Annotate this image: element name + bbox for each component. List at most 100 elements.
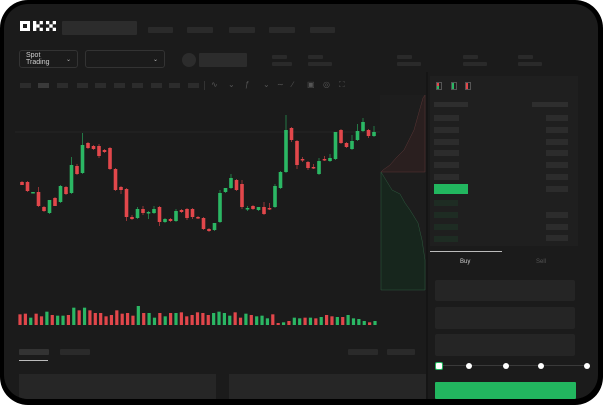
chevron-down-icon[interactable]: ⌄ (263, 80, 270, 89)
candle (284, 115, 288, 173)
nav-item[interactable] (229, 27, 255, 33)
interval-button[interactable] (188, 83, 199, 88)
tab-open-orders[interactable] (19, 349, 49, 355)
interval-button-active[interactable] (38, 83, 49, 88)
candle (251, 205, 255, 210)
slider-track[interactable] (440, 365, 590, 366)
bid-amount (546, 224, 568, 230)
nav-item[interactable] (310, 27, 335, 33)
slider-step-25[interactable] (466, 363, 472, 369)
candle-body (141, 209, 145, 213)
candle-body (229, 178, 233, 188)
interval-button[interactable] (20, 83, 31, 88)
volume-bar (217, 311, 221, 325)
slider-step-75[interactable] (538, 363, 544, 369)
amount-input[interactable] (435, 307, 575, 329)
volume-bar (373, 321, 377, 325)
candle (350, 135, 354, 150)
candle-body (339, 130, 343, 143)
interval-button[interactable] (132, 83, 143, 88)
orders-filter[interactable] (348, 349, 378, 355)
interval-button[interactable] (151, 83, 162, 88)
price-chart[interactable] (4, 4, 598, 399)
pair-select[interactable]: ⌄ (85, 50, 165, 68)
stat-value (463, 62, 487, 66)
candle (36, 187, 41, 207)
toolbar-divider (204, 81, 205, 90)
bid-amount (546, 212, 568, 218)
candle-body (350, 141, 354, 149)
candle (135, 207, 140, 219)
candle-body (58, 186, 63, 202)
candle (267, 203, 272, 210)
settings-icon[interactable]: ◎ (323, 80, 330, 89)
candle (333, 132, 338, 160)
drawing-icon[interactable]: ∼ (277, 80, 284, 89)
volume-bar (34, 313, 38, 325)
interval-button[interactable] (77, 83, 88, 88)
interval-button[interactable] (57, 83, 68, 88)
slider-step-50[interactable] (503, 363, 509, 369)
camera-icon[interactable]: ▣ (307, 80, 315, 89)
candle-body (130, 217, 134, 219)
volume-bars (18, 306, 377, 325)
volume-bar (109, 315, 114, 325)
candle (355, 124, 360, 141)
candle (53, 197, 57, 206)
candle (223, 188, 228, 193)
nav-item[interactable] (148, 27, 173, 33)
volume-bar (120, 313, 124, 325)
stat-value (308, 62, 332, 66)
slider-handle[interactable] (435, 362, 443, 370)
tab-buy[interactable]: Buy (460, 259, 471, 265)
volume-bar (88, 310, 92, 325)
volume-bar (45, 311, 49, 325)
stat-label (397, 55, 412, 59)
candle-body (157, 207, 162, 222)
stat-label (272, 55, 287, 59)
slider-step-100[interactable] (584, 363, 590, 369)
chart-type-icon[interactable]: ∿ (211, 80, 218, 89)
orderbook-asks-icon[interactable] (465, 82, 471, 90)
interval-button[interactable] (95, 83, 106, 88)
candle-body (234, 180, 239, 190)
orderbook-bids-icon[interactable] (451, 82, 457, 90)
nav-item[interactable] (187, 27, 213, 33)
interval-button[interactable] (169, 83, 180, 88)
volume-bar (276, 323, 280, 325)
volume-bar (271, 314, 275, 325)
chevron-down-icon[interactable]: ⌄ (228, 80, 235, 89)
market-type-select[interactable]: Spot Trading ⌄ (19, 50, 78, 68)
ruler-icon[interactable]: ∕ (292, 80, 294, 89)
volume-bar (39, 316, 44, 325)
candle (163, 218, 167, 223)
orderbook-header-amount (532, 102, 568, 107)
volume-bar (66, 315, 71, 325)
buy-button[interactable] (435, 382, 576, 399)
volume-bar (18, 314, 22, 325)
tab-sell[interactable]: Sell (536, 259, 547, 265)
volume-bar (190, 315, 194, 325)
candle-body (223, 188, 228, 192)
candle-body (306, 162, 310, 168)
indicator-icon[interactable]: ƒ (245, 80, 250, 89)
nav-item[interactable] (269, 27, 295, 33)
price-input[interactable] (435, 280, 575, 301)
interval-button[interactable] (114, 83, 125, 88)
candle-body (311, 167, 316, 169)
ask-price (434, 115, 459, 121)
volume-bar (201, 313, 205, 325)
orderbook-both-icon[interactable] (436, 82, 442, 90)
okx-logo[interactable] (20, 21, 58, 31)
volume-bar (330, 316, 334, 325)
volume-bar (292, 317, 296, 325)
tab-order-history[interactable] (60, 349, 90, 355)
orders-view-all[interactable] (387, 349, 415, 355)
total-input[interactable] (435, 334, 575, 356)
candle (317, 158, 321, 175)
search-box[interactable] (62, 21, 137, 35)
ask-price (434, 162, 459, 168)
fullscreen-icon[interactable]: ⛶ (339, 80, 345, 89)
candle (212, 223, 217, 231)
candle-body (317, 161, 321, 174)
